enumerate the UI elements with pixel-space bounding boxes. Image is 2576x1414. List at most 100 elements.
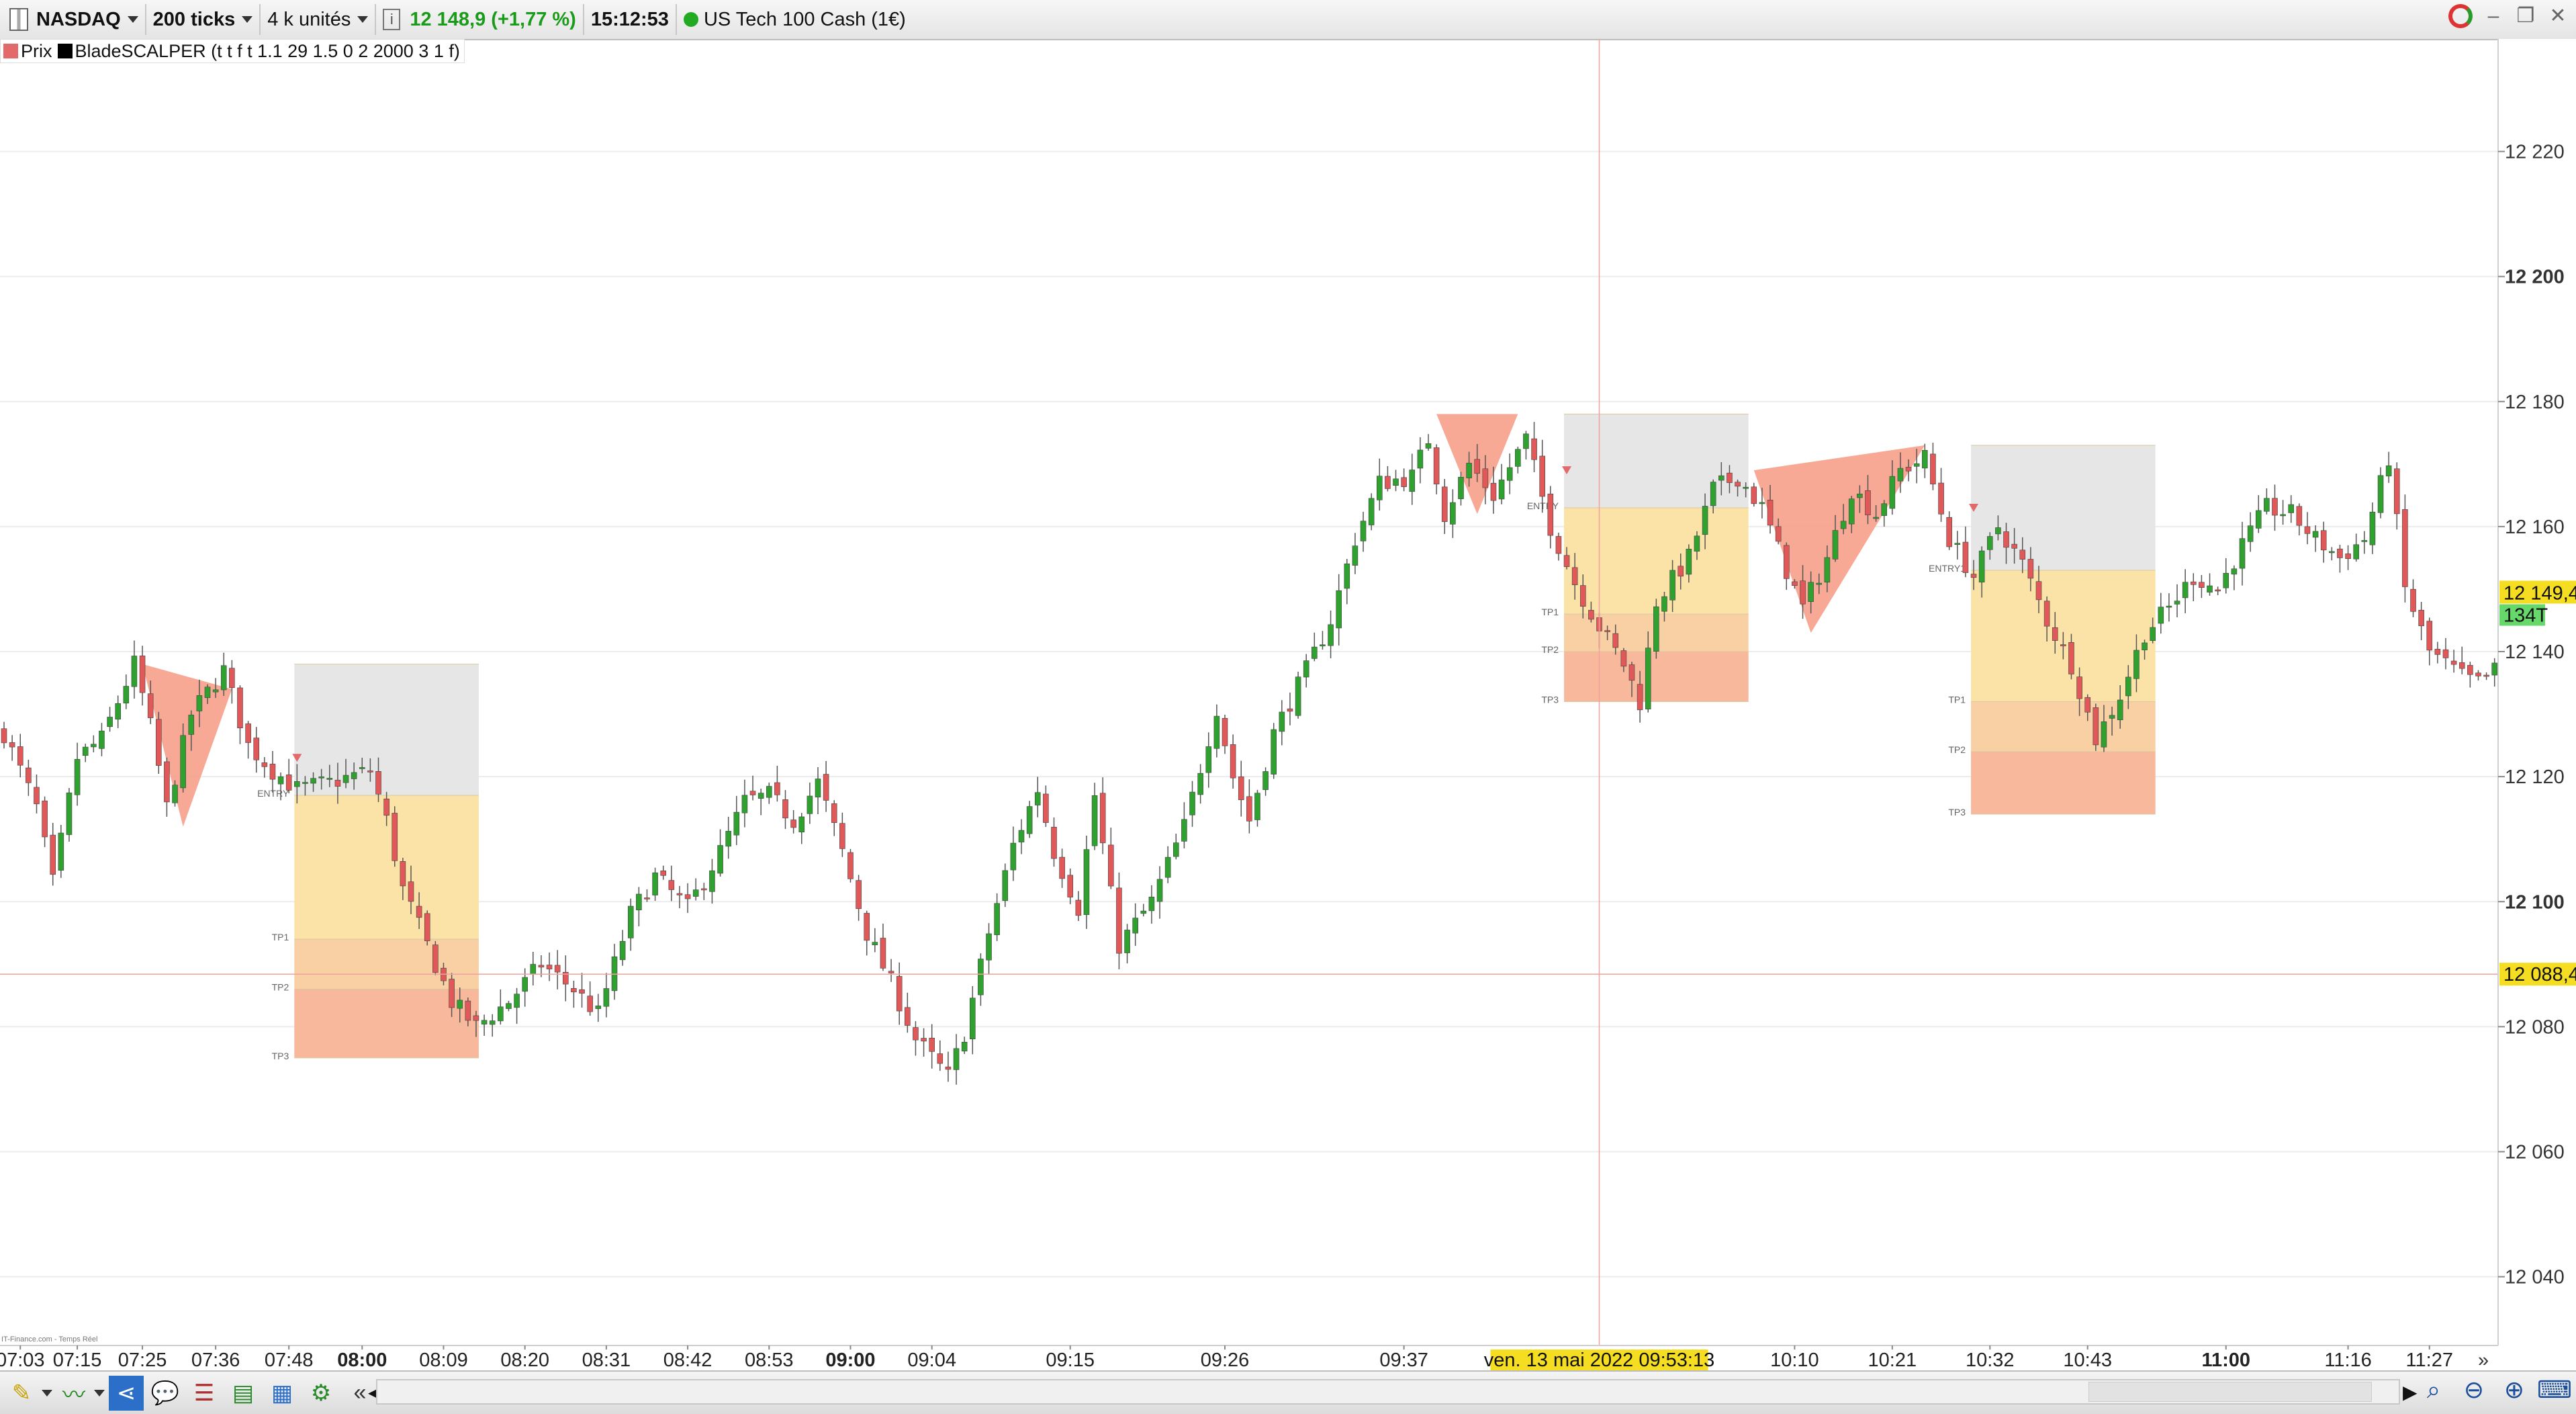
candle-body [99, 730, 105, 749]
candle-body [514, 993, 520, 1008]
candle [790, 810, 796, 834]
time-axis[interactable]: 07:03 07:15 07:25 07:36 07:48 08:00 08:09 08:20… [0, 1345, 2498, 1370]
candle-body [164, 761, 170, 803]
timeframe-selector[interactable]: 200 ticks [146, 4, 261, 35]
candle [245, 721, 251, 759]
candle-body [375, 771, 381, 795]
candle-body [220, 665, 227, 691]
candle [253, 727, 260, 773]
candle-body [1824, 557, 1831, 583]
candle [310, 772, 316, 792]
market-selector[interactable]: NASDAQ [0, 4, 146, 35]
chevron-down-icon[interactable] [94, 1389, 105, 1397]
candle [1328, 610, 1334, 659]
chevron-down-icon[interactable] [42, 1389, 52, 1397]
price-tick-label: 12 200 [2505, 267, 2565, 288]
orders-icon[interactable]: ▤ [232, 1380, 255, 1406]
candle-body [1775, 526, 1782, 542]
candle [1368, 493, 1375, 531]
candle [400, 857, 406, 900]
scroll-end-icon[interactable]: » [2478, 1350, 2489, 1370]
candle-body [326, 778, 333, 780]
candle-body [595, 1006, 602, 1009]
candle [2166, 593, 2172, 622]
indicator-legend[interactable]: Prix BladeSCALPER (t t f t 1.1 29 1.5 0 … [0, 39, 465, 63]
zoom-out-icon[interactable]: ⊖ [2463, 1376, 2485, 1403]
candle [123, 674, 130, 709]
refresh-icon[interactable] [2448, 4, 2473, 28]
candle [115, 695, 121, 728]
compare-chart-icon[interactable]: ▦ [271, 1380, 293, 1406]
candle [1172, 834, 1179, 860]
info-icon[interactable]: i [383, 9, 401, 30]
units-selector[interactable]: 4 k unités [261, 4, 377, 35]
candle [1718, 461, 1724, 496]
candle-body [1, 728, 7, 744]
candle-body [2410, 588, 2416, 612]
candle [66, 788, 73, 842]
chevron-down-icon [357, 16, 369, 23]
zoom-select-icon[interactable]: ⌕ [2426, 1376, 2441, 1403]
candle [2345, 545, 2351, 570]
candle [2215, 586, 2221, 596]
candle [1783, 542, 1790, 590]
scrollbar-thumb[interactable] [2088, 1382, 2372, 1402]
comment-icon[interactable]: 💬 [150, 1380, 180, 1406]
strategy-icon[interactable]: ⚙ [310, 1380, 332, 1406]
candle-body [579, 989, 585, 994]
candle [2288, 495, 2295, 523]
candle-body [1604, 630, 1610, 632]
candle-body [961, 1042, 968, 1052]
signal-triangle [142, 664, 232, 827]
indicators-icon[interactable]: 〰 [62, 1382, 85, 1408]
candle-body [237, 687, 243, 729]
zoom-in-icon[interactable]: ⊕ [2503, 1376, 2525, 1403]
pencil-icon[interactable]: ✎ [11, 1380, 32, 1406]
candle [449, 973, 455, 1017]
price-axis[interactable]: 12 040 12 060 12 080 12 100 12 120 12 140 12 1… [2497, 39, 2576, 1345]
candle-body [1628, 664, 1635, 681]
candle [1800, 565, 1806, 619]
stop-zone [1971, 445, 2156, 571]
candle [2101, 705, 2107, 752]
candle [1922, 443, 1928, 478]
candle-body [1954, 543, 1961, 545]
candle-body [1344, 563, 1350, 589]
candle [2450, 650, 2457, 673]
scroll-right-arrow-icon[interactable]: ▶ [2403, 1382, 2418, 1403]
close-icon[interactable]: ✕ [2549, 5, 2567, 27]
candle-body [1417, 449, 1424, 469]
candle [1409, 453, 1416, 505]
candle-body [392, 813, 398, 861]
candle-body [2304, 526, 2311, 534]
candle [2199, 574, 2205, 599]
candle-body [1238, 777, 1244, 801]
candle-body [2207, 585, 2213, 592]
candle-body [676, 893, 683, 895]
candle-body [921, 1038, 927, 1042]
price-chart[interactable]: ENTRY TP1 TP2 TP3 ENTRY TP1 TP2 TP3 ENTRY1 TP1 TP2… [0, 39, 2576, 1370]
list-icon[interactable]: ☰ [193, 1380, 215, 1406]
settings-icon[interactable]: ⌨ [2537, 1376, 2572, 1403]
restore-icon[interactable]: ❐ [2516, 5, 2535, 27]
minimize-icon[interactable]: – [2487, 5, 2499, 27]
candle [1075, 891, 1082, 922]
candle-body [522, 977, 528, 992]
candle-body [1506, 467, 1513, 481]
candle-body [636, 893, 642, 911]
candle-body [1116, 887, 1122, 954]
share-icon[interactable]: ⋖ [109, 1375, 144, 1411]
candle [2361, 531, 2368, 554]
candle-body [42, 800, 48, 838]
candle [2247, 512, 2254, 552]
candle-body [115, 703, 121, 720]
candle-body [277, 776, 284, 785]
candle [285, 758, 292, 793]
collapse-left-icon[interactable]: « [353, 1380, 367, 1405]
horizontal-scrollbar[interactable] [376, 1379, 2400, 1405]
candle [1539, 439, 1545, 513]
candle-body [2329, 551, 2335, 554]
candle-body [2418, 609, 2424, 627]
candle [1393, 470, 1399, 492]
candle-body [1767, 500, 1774, 526]
